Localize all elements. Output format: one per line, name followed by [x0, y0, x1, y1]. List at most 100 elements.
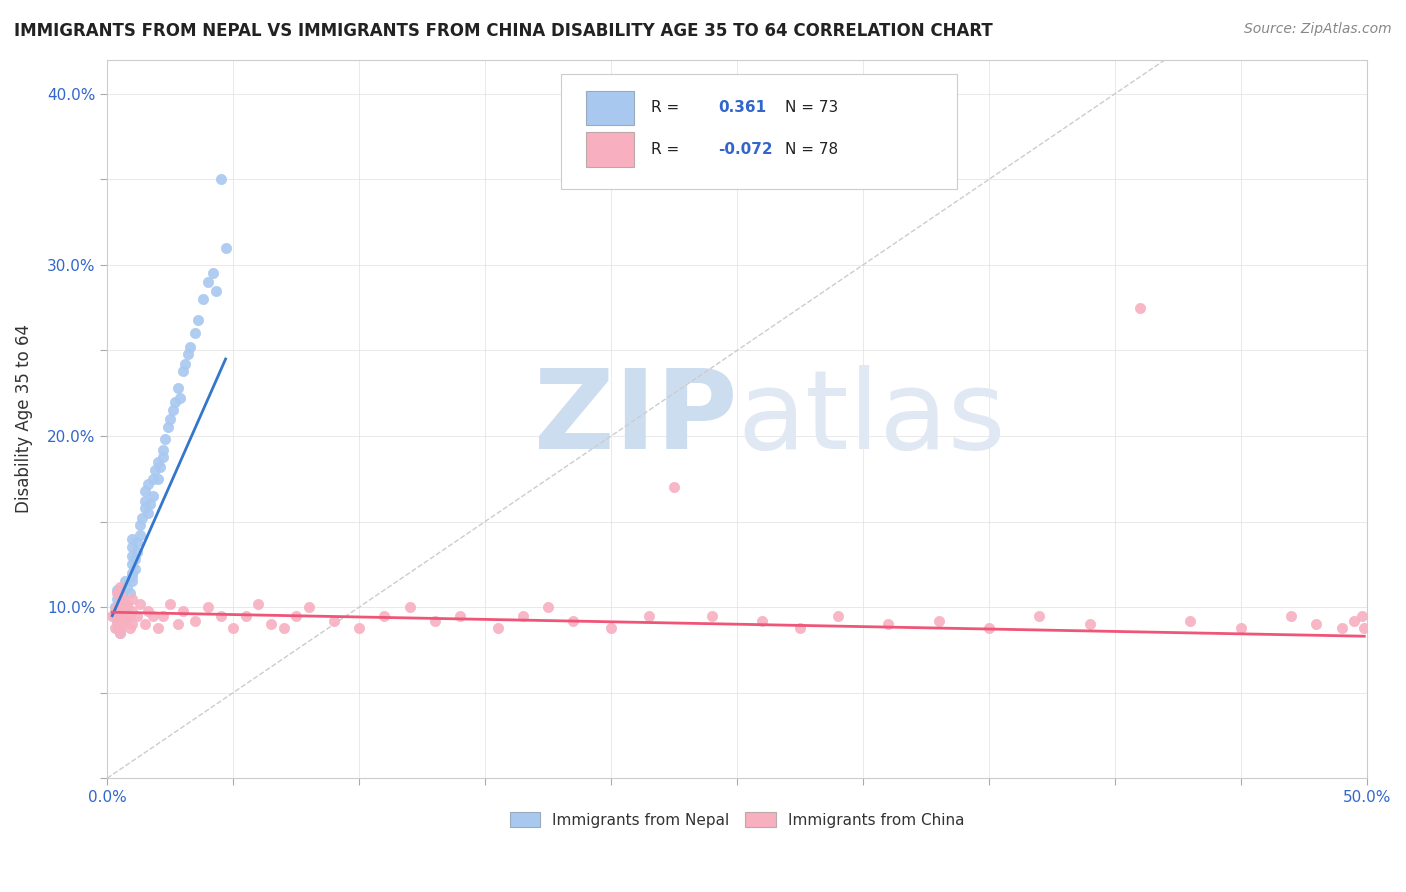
- Point: [134, 500, 156, 515]
- Point: [117, 580, 139, 594]
- Point: [153, 433, 176, 447]
- Point: [423, 614, 446, 628]
- Point: [101, 608, 124, 623]
- Point: [449, 608, 471, 623]
- Point: [146, 621, 169, 635]
- Point: [977, 621, 1000, 635]
- Bar: [586, 90, 634, 125]
- Point: [260, 617, 283, 632]
- Point: [1330, 621, 1353, 635]
- Point: [537, 600, 560, 615]
- Point: [129, 528, 152, 542]
- Text: N = 78: N = 78: [785, 142, 838, 157]
- Point: [184, 326, 207, 341]
- Point: [104, 603, 127, 617]
- Point: [108, 582, 131, 597]
- Point: [827, 608, 849, 623]
- Point: [373, 608, 395, 623]
- Point: [486, 621, 509, 635]
- Y-axis label: Disability Age 35 to 64: Disability Age 35 to 64: [15, 325, 32, 514]
- Point: [114, 597, 136, 611]
- Point: [1343, 614, 1365, 628]
- Point: [700, 608, 723, 623]
- Point: [273, 621, 295, 635]
- Point: [108, 608, 131, 623]
- Point: [105, 582, 128, 597]
- Point: [121, 574, 143, 589]
- Point: [209, 608, 232, 623]
- Point: [118, 586, 141, 600]
- Point: [197, 600, 219, 615]
- Point: [121, 617, 143, 632]
- Point: [134, 494, 156, 508]
- Point: [121, 569, 143, 583]
- Point: [121, 566, 143, 580]
- Point: [235, 608, 257, 623]
- Point: [104, 608, 127, 623]
- Point: [152, 450, 174, 464]
- Point: [146, 472, 169, 486]
- Point: [121, 540, 143, 554]
- Point: [166, 381, 188, 395]
- Point: [347, 621, 370, 635]
- Point: [108, 580, 131, 594]
- Point: [1230, 621, 1253, 635]
- Point: [108, 621, 131, 635]
- Point: [121, 532, 143, 546]
- Point: [105, 591, 128, 606]
- Point: [172, 364, 194, 378]
- Text: IMMIGRANTS FROM NEPAL VS IMMIGRANTS FROM CHINA DISABILITY AGE 35 TO 64 CORRELATI: IMMIGRANTS FROM NEPAL VS IMMIGRANTS FROM…: [14, 22, 993, 40]
- Point: [1129, 301, 1152, 315]
- Point: [172, 603, 194, 617]
- Point: [111, 595, 134, 609]
- Point: [105, 586, 128, 600]
- Point: [114, 614, 136, 628]
- Point: [121, 558, 143, 572]
- Point: [136, 506, 159, 520]
- Point: [141, 489, 163, 503]
- Point: [111, 586, 134, 600]
- Text: -0.072: -0.072: [718, 142, 773, 157]
- Point: [117, 597, 139, 611]
- Bar: [586, 132, 634, 167]
- Point: [104, 600, 127, 615]
- Point: [177, 347, 200, 361]
- Point: [129, 518, 152, 533]
- Point: [114, 574, 136, 589]
- Point: [105, 603, 128, 617]
- Point: [108, 617, 131, 632]
- Point: [108, 597, 131, 611]
- Text: 0.361: 0.361: [718, 100, 766, 115]
- Point: [108, 608, 131, 623]
- Point: [108, 608, 131, 623]
- Point: [105, 621, 128, 635]
- Point: [134, 483, 156, 498]
- Point: [204, 284, 226, 298]
- Point: [114, 608, 136, 623]
- Point: [124, 562, 146, 576]
- Point: [159, 412, 181, 426]
- Point: [108, 600, 131, 615]
- Point: [121, 591, 143, 606]
- Point: [146, 455, 169, 469]
- Point: [323, 614, 346, 628]
- Point: [118, 621, 141, 635]
- Point: [141, 608, 163, 623]
- Point: [111, 591, 134, 606]
- Point: [156, 420, 179, 434]
- Point: [114, 600, 136, 615]
- Point: [1028, 608, 1050, 623]
- Point: [928, 614, 950, 628]
- Point: [121, 603, 143, 617]
- Legend: Immigrants from Nepal, Immigrants from China: Immigrants from Nepal, Immigrants from C…: [502, 804, 972, 835]
- Point: [108, 586, 131, 600]
- Point: [108, 597, 131, 611]
- Point: [637, 608, 659, 623]
- Point: [165, 394, 187, 409]
- Point: [1351, 608, 1374, 623]
- Text: atlas: atlas: [737, 366, 1005, 473]
- Point: [159, 597, 181, 611]
- Text: R =: R =: [651, 100, 685, 115]
- Point: [108, 625, 131, 640]
- Point: [108, 591, 131, 606]
